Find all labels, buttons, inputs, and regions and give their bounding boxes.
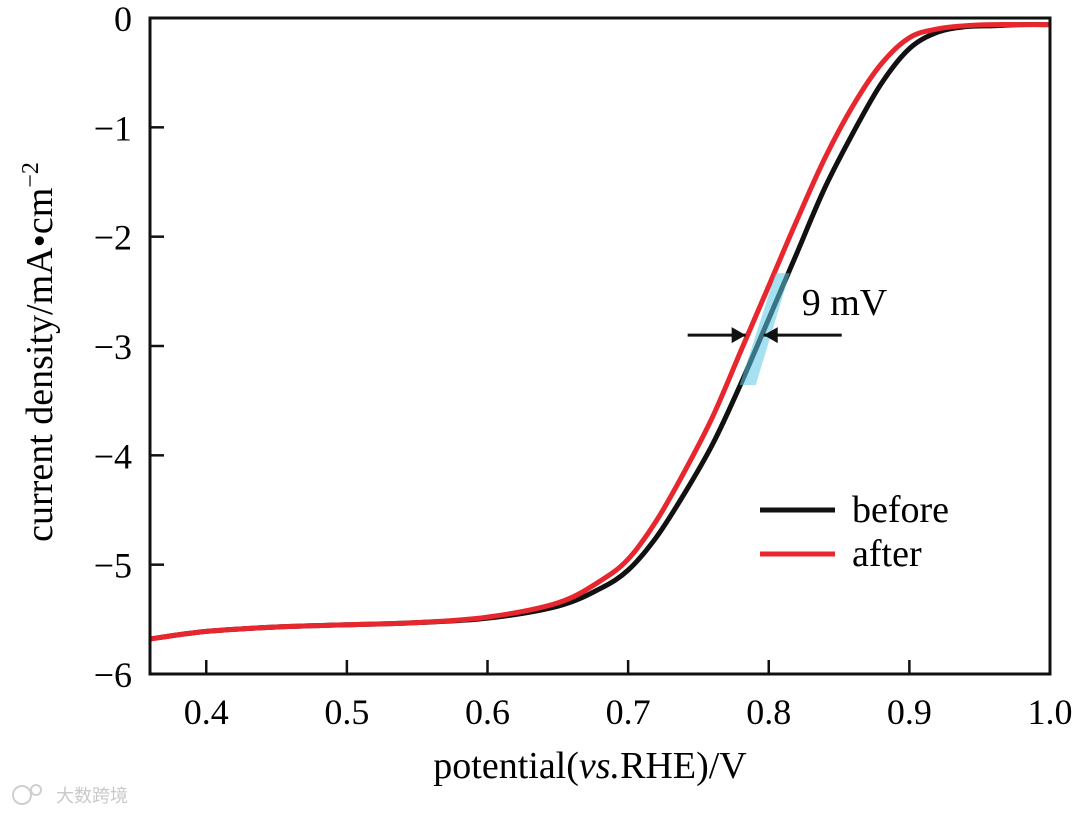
legend-label-before: before xyxy=(852,489,949,531)
shift-highlight xyxy=(739,273,790,386)
watermark: 大数跨境 xyxy=(12,784,128,807)
annotation-layer: 9 mV xyxy=(687,273,888,386)
y-tick-label: −5 xyxy=(94,546,132,586)
legend-label-after: after xyxy=(852,533,922,575)
ticks-layer: 0.4 0.5 0.6 0.7 0.8 0.9 1.0 0 −1 −2 −3 −4 −5 −6 xyxy=(94,0,1073,732)
y-tick-label: −2 xyxy=(94,218,132,258)
x-tick-label: 1.0 xyxy=(1028,692,1073,732)
x-tick-label: 0.5 xyxy=(324,692,369,732)
x-tick-label: 0.7 xyxy=(606,692,651,732)
x-axis-title: potential(vs.RHE)/V xyxy=(433,745,747,787)
plot-frame xyxy=(148,16,1052,676)
y-tick-label: 0 xyxy=(114,0,132,39)
y-axis-title: current density/mA•cm−2 xyxy=(18,162,61,542)
y-axis-title-superscript: −2 xyxy=(18,162,44,188)
y-tick-label: −1 xyxy=(94,108,132,148)
series-layer xyxy=(150,22,1050,642)
watermark-text: 大数跨境 xyxy=(56,786,128,807)
y-tick-label: −6 xyxy=(94,655,132,695)
right-arrow-icon xyxy=(763,327,842,344)
shift-annotation-label: 9 mV xyxy=(802,282,888,324)
y-tick-label: −3 xyxy=(94,327,132,367)
x-tick-label: 0.9 xyxy=(887,692,932,732)
left-arrow-icon xyxy=(687,327,746,344)
watermark-logo-icon xyxy=(12,785,32,805)
y-tick-label: −4 xyxy=(94,436,132,476)
x-tick-label: 0.4 xyxy=(184,692,229,732)
x-tick-label: 0.8 xyxy=(746,692,791,732)
series-line-after xyxy=(150,22,1050,642)
x-tick-label: 0.6 xyxy=(465,692,510,732)
